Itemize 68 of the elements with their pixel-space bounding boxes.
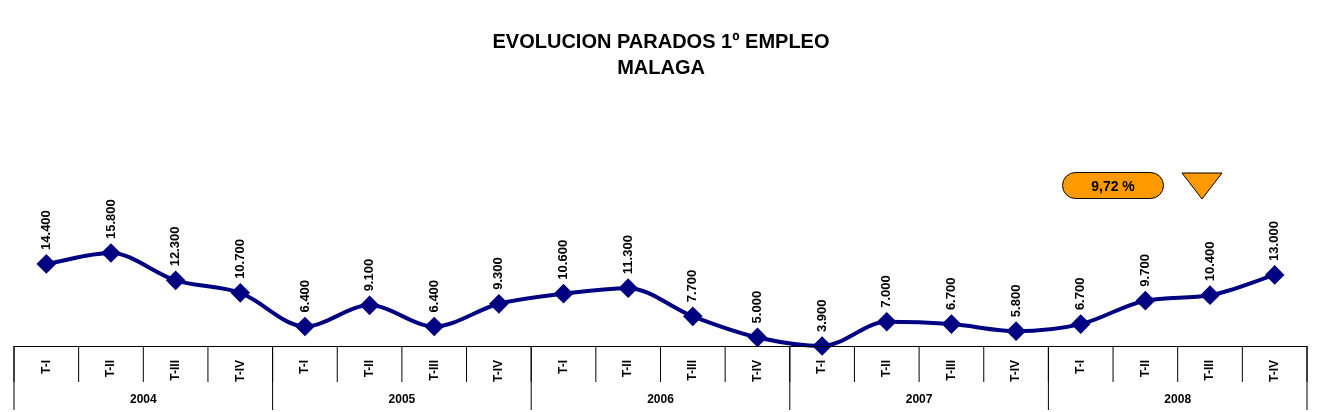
point	[683, 307, 702, 326]
x-tick-label: T-IV	[1266, 360, 1281, 383]
data-label: 3.900	[813, 299, 829, 332]
point	[1136, 291, 1155, 310]
point	[1007, 322, 1026, 341]
point	[360, 296, 379, 315]
data-label: 5.800	[1007, 284, 1023, 318]
point	[231, 283, 250, 302]
x-tick-label: T-III	[943, 360, 958, 381]
chart-title: EVOLUCION PARADOS 1º EMPLEO	[492, 29, 830, 52]
data-label: 6.400	[296, 279, 312, 313]
point	[166, 271, 185, 290]
data-label: 15.800	[102, 199, 118, 239]
point	[942, 315, 961, 334]
text: 2007	[905, 392, 933, 407]
point	[1071, 315, 1090, 334]
label-badge: 9,72 %	[1062, 172, 1164, 199]
x-tick-label: T-I	[555, 360, 570, 374]
x-tick-label: T-III	[426, 360, 441, 381]
data-label: 6.700	[1072, 277, 1088, 311]
point	[748, 328, 767, 347]
point	[295, 317, 314, 336]
point	[37, 254, 56, 273]
data-label: 10.400	[1201, 241, 1217, 282]
data-label: 10.600	[555, 239, 571, 280]
x-tick-label: T-IV	[491, 360, 506, 383]
point	[1201, 286, 1220, 305]
x-tick-label: T-III	[1202, 360, 1217, 381]
x-tick-label: T-I	[814, 360, 829, 374]
data-label: 7.700	[684, 269, 700, 303]
text: 2004	[129, 392, 157, 407]
data-label: 12.300	[167, 226, 183, 267]
x-tick-label: T-II	[1137, 360, 1152, 378]
point	[425, 317, 444, 336]
x-tick-label: T-I	[1073, 360, 1088, 374]
point	[619, 279, 638, 298]
x-tick-label: T-II	[879, 360, 894, 378]
text: 2008	[1164, 392, 1192, 407]
data-label: 6.400	[425, 279, 441, 313]
point	[554, 284, 573, 303]
data-label: 6.700	[943, 277, 958, 311]
point	[813, 337, 832, 355]
point	[1265, 265, 1284, 284]
data-label: 7.000	[878, 275, 894, 308]
x-tick-label: T-I	[38, 360, 53, 374]
data-label: 13.000	[1266, 221, 1282, 261]
x-tick-label: T-IV	[1008, 360, 1023, 383]
text: 2005	[388, 392, 416, 407]
x-tick-label: T-II	[103, 360, 118, 378]
text: 2006	[647, 392, 675, 407]
x-tick-label: T-II	[361, 360, 376, 378]
point	[101, 244, 120, 262]
point	[489, 294, 508, 313]
x-tick-label: T-III	[685, 360, 700, 381]
data-label: 5.000	[749, 290, 765, 324]
data-label: 9.700	[1136, 254, 1152, 287]
x-tick-label: T-II	[620, 360, 635, 378]
x-tick-label: T-IV	[232, 360, 247, 383]
data-label: 9.100	[361, 258, 377, 292]
data-label: 11.300	[619, 235, 635, 275]
data-label: 10.700	[231, 239, 247, 279]
x-tick-label: T-I	[297, 360, 312, 374]
x-tick-label: T-III	[167, 360, 182, 381]
chart-subtitle: MALAGA	[617, 55, 705, 78]
x-tick-label: T-IV	[749, 360, 764, 383]
point	[877, 312, 896, 331]
data-label: 9.300	[490, 257, 506, 290]
data-label: 14.400	[37, 210, 53, 250]
